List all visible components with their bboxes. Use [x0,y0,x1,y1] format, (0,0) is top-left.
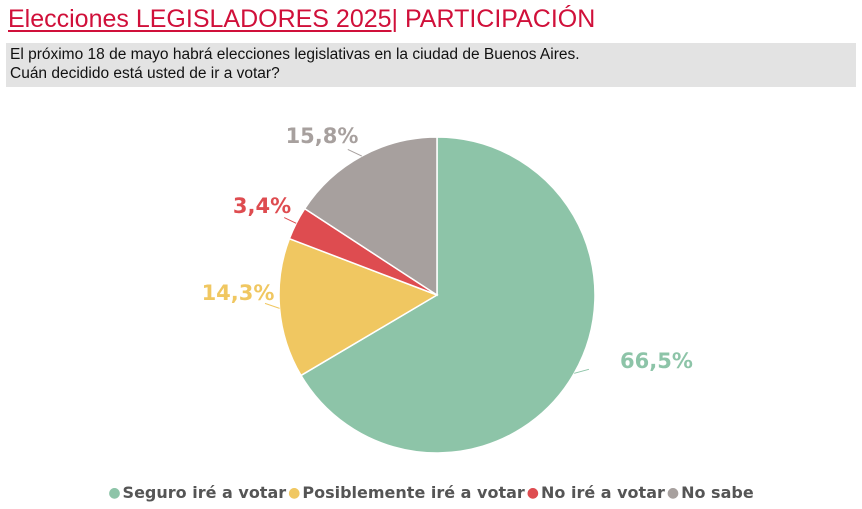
slice-leader-line [347,148,363,157]
legend-dot-icon: ● [666,485,680,501]
slice-data-label: 15,8% [286,124,359,148]
question-line-2: Cuán decidido está usted de ir a votar? [10,65,280,82]
slice-data-label: 66,5% [620,349,693,373]
slice-leader-line [283,217,297,224]
legend-dot-icon: ● [108,485,121,501]
legend-item: ● Posiblemente iré a votar [288,483,525,502]
legend-dot-icon: ● [526,485,539,501]
legend-label: Seguro iré a votar [122,483,287,502]
legend-dot-icon: ● [288,485,301,501]
slice-leader-line [574,368,590,374]
title-main: Elecciones LEGISLADORES 2025 [8,5,392,33]
pie-slice [303,136,438,297]
title-section: | PARTICIPACIÓN [391,5,596,33]
chart-title: Elecciones LEGISLADORES 2025| PARTICIPAC… [8,4,595,34]
slice-data-label: 3,4% [233,194,291,218]
slice-data-label: 14,3% [202,281,275,305]
legend-item: ● Seguro iré a votar [108,483,286,502]
legend-label: Posiblemente iré a votar [302,483,525,502]
legend: ● Seguro iré a votar ● Posiblemente iré a v… [0,483,862,502]
legend-item: ● No iré a votar [527,483,665,502]
slice-leader-line [264,302,280,309]
question-box: El próximo 18 de mayo habrá elecciones l… [6,43,856,87]
question-line-1: El próximo 18 de mayo habrá elecciones l… [10,46,580,63]
legend-item: ● No sabe [667,483,754,502]
legend-label: No iré a votar [541,483,665,502]
legend-label: No sabe [681,483,754,502]
